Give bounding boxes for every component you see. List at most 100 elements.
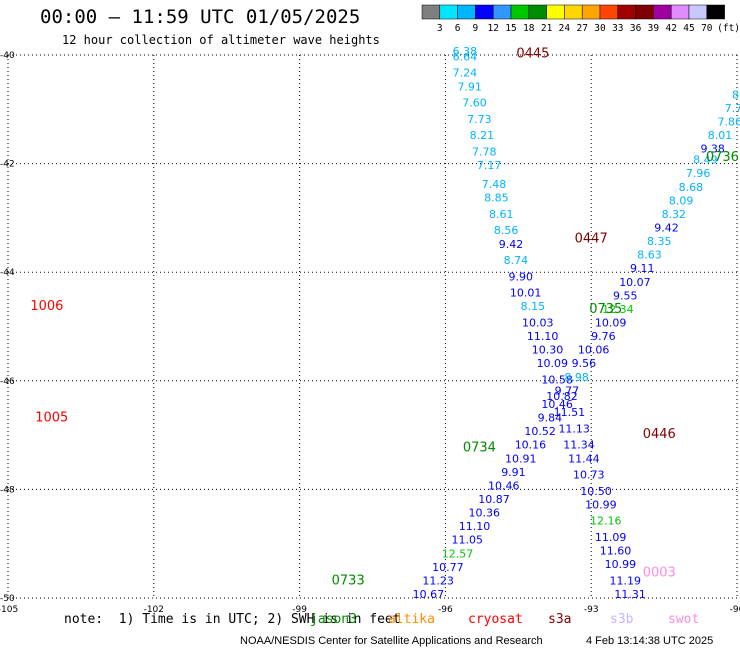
wave-height-value: 8.98 xyxy=(564,371,589,384)
wave-height-value: 9.91 xyxy=(501,466,526,479)
colorbar-tick-label: 36 xyxy=(630,23,642,34)
wave-height-value: 11.10 xyxy=(527,330,559,343)
colorbar-tick-label: 21 xyxy=(541,23,553,34)
wave-height-value: 7.17 xyxy=(477,159,502,172)
wave-height-value: 11.13 xyxy=(558,422,590,435)
wave-height-value: 10.09 xyxy=(595,317,627,330)
wave-height-value: 8.32 xyxy=(662,208,687,221)
wave-height-value: 10.07 xyxy=(619,276,651,289)
wave-height-value: 10.99 xyxy=(605,558,637,571)
wave-height-value: 10.73 xyxy=(573,469,605,482)
wave-height-value: 8.85 xyxy=(484,192,509,205)
wave-height-value: 9.90 xyxy=(508,270,533,283)
colorbar-tick-label: 12 xyxy=(487,23,498,34)
wave-height-value: 11.44 xyxy=(568,452,600,465)
colorbar-tick-label: 27 xyxy=(576,23,587,34)
colorbar-tick-label: 15 xyxy=(505,23,516,34)
wave-height-value: 10.01 xyxy=(510,287,542,300)
wave-height-value: 9.55 xyxy=(613,289,638,302)
legend-entry-jason3: jason3 xyxy=(310,612,357,627)
pass-label: 1006 xyxy=(30,299,63,314)
wave-height-value: 11.60 xyxy=(600,545,632,558)
satellite-legend: jason3 altika cryosat s3a s3b swot xyxy=(0,612,740,630)
wave-height-value: 7.73 xyxy=(467,113,492,126)
wave-height-value: 11.09 xyxy=(595,531,627,544)
wave-height-value: 12.34 xyxy=(602,303,634,316)
y-tick-label: -50 xyxy=(0,594,15,604)
legend-entry-swot: swot xyxy=(668,612,700,627)
wave-height-value: 9.38 xyxy=(700,143,725,156)
wave-height-value: 8.09 xyxy=(669,194,694,207)
pass-label: 0003 xyxy=(643,565,676,580)
x-tick-label: -93 xyxy=(584,605,599,615)
y-tick-label: -46 xyxy=(0,377,15,387)
pass-label: 0445 xyxy=(516,47,549,62)
wave-height-value: 10.30 xyxy=(532,344,564,357)
wave-height-value: 10.46 xyxy=(488,479,520,492)
x-tick-label: -99 xyxy=(292,605,307,615)
wave-height-value: 10.58 xyxy=(541,374,573,387)
wave-height-value: 8.01 xyxy=(708,129,733,142)
wave-height-value: 7.91 xyxy=(457,80,482,93)
wave-height-value: 9.11 xyxy=(630,262,655,275)
wave-height-value: 9.77 xyxy=(555,384,580,397)
wave-height-value: 10.06 xyxy=(578,344,610,357)
wave-height-value: 12.57 xyxy=(442,547,474,560)
wave-height-value: 8.10 xyxy=(732,88,740,101)
colorbar-tick-label: 30 xyxy=(594,23,606,34)
legend-entry-cryosat: cryosat xyxy=(468,612,523,627)
wave-height-value: 8.49 xyxy=(693,154,718,167)
colorbar-tick-label: 39 xyxy=(648,23,660,34)
colorbar-unit: (ft) xyxy=(717,23,740,34)
wave-height-value: 10.67 xyxy=(413,588,445,601)
y-tick-label: -48 xyxy=(0,485,15,495)
wave-height-value: 10.91 xyxy=(505,452,537,465)
wave-height-value: 7.77 xyxy=(725,102,740,115)
footer-timestamp: 4 Feb 13:14:38 UTC 2025 xyxy=(586,635,714,647)
colorbar-swatch xyxy=(706,4,725,20)
pass-label: 0446 xyxy=(643,427,676,442)
wave-height-value: 7.96 xyxy=(686,167,711,180)
wave-height-value: 8.15 xyxy=(521,300,546,313)
wave-height-value: 11.23 xyxy=(422,574,454,587)
wave-height-value: 11.10 xyxy=(459,520,491,533)
colorbar-tick-label: 42 xyxy=(665,23,676,34)
wave-height-value: 10.03 xyxy=(522,317,554,330)
chart-title: 00:00 – 11:59 UTC 01/05/2025 xyxy=(40,6,361,28)
wave-height-value: 7.24 xyxy=(453,67,478,80)
wave-height-value: 9.76 xyxy=(591,330,616,343)
wave-height-value: 9.42 xyxy=(654,221,679,234)
footer-credit: NOAA/NESDIS Center for Satellite Applica… xyxy=(240,635,543,647)
wave-height-value: 8.61 xyxy=(489,208,514,221)
x-tick-label: -96 xyxy=(438,605,453,615)
wave-height-value: 11.51 xyxy=(554,406,586,419)
wave-height-value: 11.05 xyxy=(452,534,484,547)
pass-label: 0734 xyxy=(463,440,496,455)
wave-height-value: 10.52 xyxy=(524,425,556,438)
y-tick-label: -42 xyxy=(0,160,15,170)
wave-height-value: 10.36 xyxy=(469,507,501,520)
legend-entry-s3b: s3b xyxy=(610,612,634,627)
wave-height-value: 9.42 xyxy=(499,238,524,251)
y-tick-label: -40 xyxy=(0,51,15,61)
wave-height-value: 6.64 xyxy=(453,50,478,63)
wave-height-value: 10.77 xyxy=(432,561,464,574)
wave-height-value: 10.46 xyxy=(541,398,573,411)
colorbar-tick-label: 70 xyxy=(701,23,713,34)
footer-note: note: 1) Time is in UTC; 2) SWH is in fe… xyxy=(64,612,401,627)
wave-height-value: 11.19 xyxy=(609,574,641,587)
colorbar-tick-label: 18 xyxy=(523,23,535,34)
x-tick-label: -90 xyxy=(730,605,740,615)
pass-label: 0447 xyxy=(575,231,608,246)
wave-height-value: 10.99 xyxy=(585,498,617,511)
chart-subtitle: 12 hour collection of altimeter wave hei… xyxy=(62,33,380,47)
wave-height-value: 6.38 xyxy=(453,45,478,58)
colorbar-tick-label: 45 xyxy=(683,23,694,34)
wave-height-value: 11.34 xyxy=(563,439,595,452)
wave-height-value: 8.21 xyxy=(470,129,495,142)
colorbar-tick-label: 6 xyxy=(455,23,461,34)
x-tick-label: -105 xyxy=(0,605,18,615)
wave-height-value: 11.31 xyxy=(614,588,646,601)
colorbar-tick-label: 3 xyxy=(437,23,443,34)
legend-entry-s3a: s3a xyxy=(548,612,572,627)
